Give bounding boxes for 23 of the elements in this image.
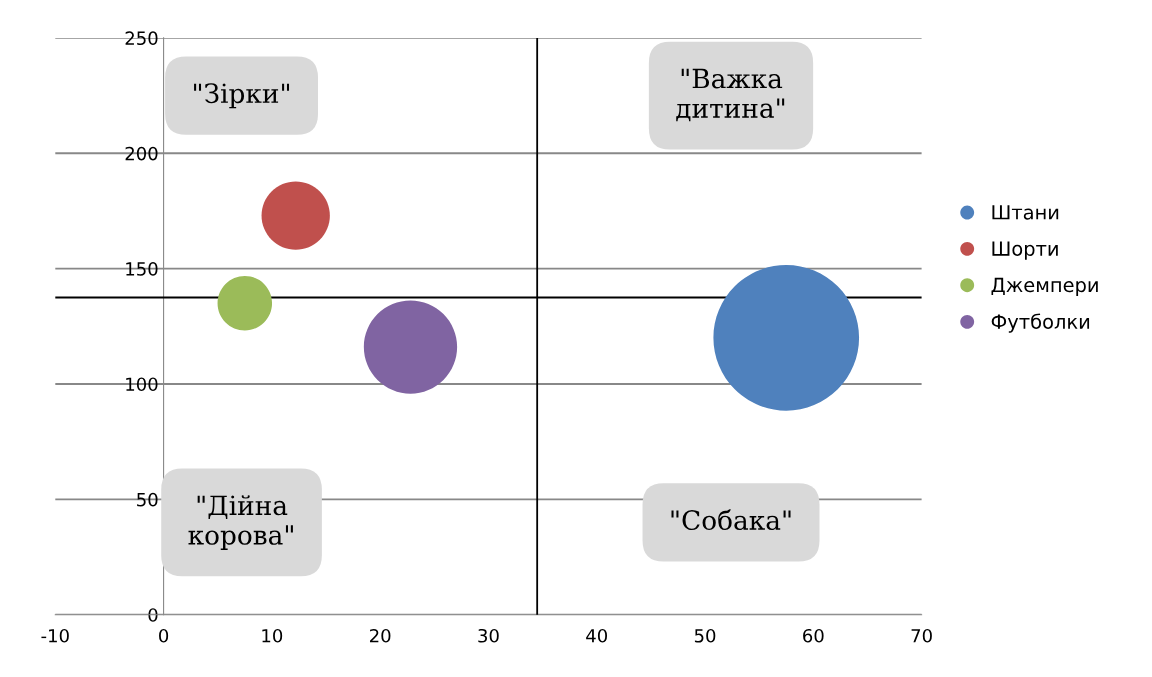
annotation: "Дійна корова" [188, 495, 293, 550]
x-tick-label: 40 [586, 628, 608, 643]
legend-label: Шорти [992, 241, 1058, 260]
y-tick-label: 0 [148, 608, 158, 622]
y-tick-label: 50 [137, 492, 158, 507]
x-tick-label: 50 [694, 628, 716, 643]
legend-label: Джемпери [991, 277, 1098, 297]
x-tick-label: 10 [262, 628, 283, 643]
x-tick-label: 0 [159, 628, 169, 643]
annotation: "Собака" [671, 509, 791, 531]
annotation: "Важка дитина" [676, 68, 785, 122]
legend-label: Футболки [991, 313, 1090, 333]
y-tick-label: 100 [126, 377, 158, 392]
x-tick-label: 30 [478, 628, 499, 643]
y-tick-label: 250 [125, 31, 158, 46]
x-tick-label: 60 [803, 628, 824, 643]
y-tick-label: 150 [126, 262, 158, 276]
x-tick-label: 20 [370, 628, 391, 643]
annotation: "Зірки" [194, 83, 290, 109]
x-tick-label: 70 [911, 628, 932, 643]
legend-label: Штани [992, 205, 1059, 220]
y-tick-label: 200 [125, 146, 158, 161]
x-tick-label: -10 [41, 628, 69, 643]
